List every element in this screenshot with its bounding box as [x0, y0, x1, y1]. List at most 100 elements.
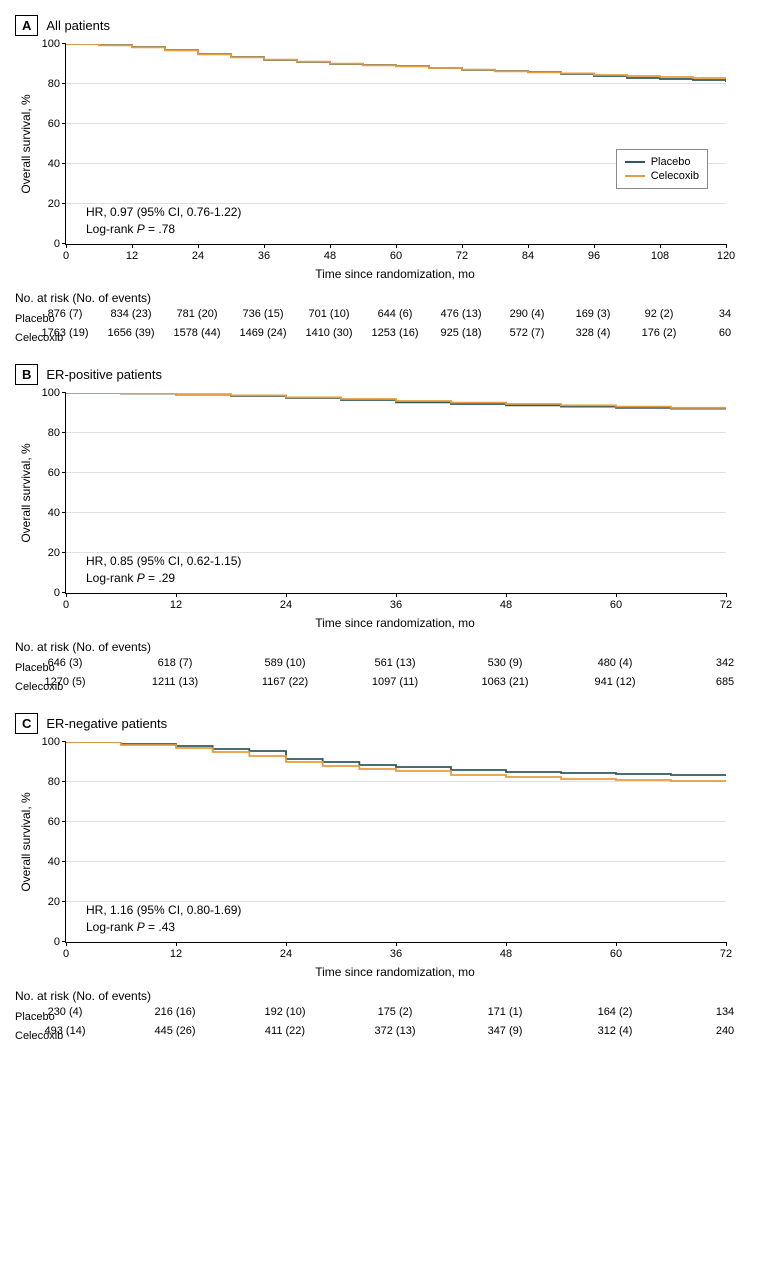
- y-tick-label: 100: [42, 387, 66, 399]
- x-tick-label: 72: [456, 244, 468, 262]
- y-axis-label: Overall survival, %: [19, 443, 33, 542]
- x-tick-label: 48: [324, 244, 336, 262]
- risk-cell: 1578 (44): [173, 327, 220, 339]
- y-tick-label: 60: [48, 816, 66, 828]
- x-tick-label: 120: [717, 244, 735, 262]
- y-tick-label: 40: [48, 856, 66, 868]
- risk-cell: 1469 (24): [239, 327, 286, 339]
- plot-area: Overall survival, %020406080100012243648…: [65, 742, 726, 943]
- risk-cell: 1211 (13): [152, 676, 198, 688]
- risk-cell: 445 (26): [155, 1025, 196, 1037]
- risk-row: Celecoxib1763 (19)1656 (39)1578 (44)1469…: [15, 327, 768, 344]
- x-tick-label: 12: [170, 593, 182, 611]
- risk-cell: 572 (7): [510, 327, 545, 339]
- panel-title: ER-positive patients: [46, 367, 162, 382]
- risk-cell: 1410 (30): [305, 327, 352, 339]
- risk-cell: 646 (3): [48, 657, 83, 669]
- risk-cell: 164 (2): [598, 1006, 633, 1018]
- x-tick-label: 24: [280, 593, 292, 611]
- y-tick-label: 60: [48, 467, 66, 479]
- risk-cell: 240: [716, 1025, 734, 1037]
- legend-item: Celecoxib: [625, 170, 699, 182]
- risk-cell: 1270 (5): [45, 676, 86, 688]
- plot-area: Overall survival, %020406080100012243648…: [65, 393, 726, 594]
- x-tick-label: 48: [500, 593, 512, 611]
- risk-cell: 342: [716, 657, 734, 669]
- risk-cell: 701 (10): [309, 308, 350, 320]
- risk-cell: 216 (16): [155, 1006, 196, 1018]
- risk-row: Celecoxib493 (14)445 (26)411 (22)372 (13…: [15, 1025, 768, 1042]
- risk-cell: 1167 (22): [262, 676, 308, 688]
- x-axis-label: Time since randomization, mo: [65, 616, 725, 630]
- panel-letter: C: [15, 713, 38, 734]
- panel-b: B ER-positive patients Overall survival, %…: [15, 364, 768, 693]
- risk-cell: 171 (1): [488, 1006, 523, 1018]
- logrank-text: Log-rank P = .78: [86, 221, 241, 238]
- risk-cell: 312 (4): [598, 1025, 633, 1037]
- risk-cell: 476 (13): [441, 308, 482, 320]
- risk-cell: 834 (23): [111, 308, 152, 320]
- x-tick-label: 108: [651, 244, 669, 262]
- risk-cell: 169 (3): [576, 308, 611, 320]
- risk-table-title: No. at risk (No. of events): [15, 989, 768, 1003]
- legend-swatch: [625, 161, 645, 163]
- risk-cell: 530 (9): [488, 657, 523, 669]
- panel-header: B ER-positive patients: [15, 364, 768, 385]
- risk-cell: 685: [716, 676, 734, 688]
- risk-cell: 644 (6): [378, 308, 413, 320]
- risk-cell: 736 (15): [243, 308, 284, 320]
- legend-swatch: [625, 175, 645, 177]
- risk-table: No. at risk (No. of events)Placebo230 (4…: [15, 989, 768, 1042]
- stats-text: HR, 0.85 (95% CI, 0.62-1.15)Log-rank P =…: [86, 553, 241, 587]
- panel-letter: B: [15, 364, 38, 385]
- risk-table-title: No. at risk (No. of events): [15, 291, 768, 305]
- y-tick-label: 80: [48, 78, 66, 90]
- y-axis-label: Overall survival, %: [19, 94, 33, 193]
- risk-cell: 1253 (16): [371, 327, 418, 339]
- stats-text: HR, 1.16 (95% CI, 0.80-1.69)Log-rank P =…: [86, 902, 241, 936]
- y-tick-label: 40: [48, 507, 66, 519]
- x-tick-label: 60: [610, 593, 622, 611]
- panel-a: AAll patients Overall survival, %02040608…: [15, 15, 768, 344]
- risk-table-title: No. at risk (No. of events): [15, 640, 768, 654]
- x-tick-label: 96: [588, 244, 600, 262]
- risk-cell: 34: [719, 308, 731, 320]
- risk-cell: 192 (10): [265, 1006, 306, 1018]
- x-axis-label: Time since randomization, mo: [65, 267, 725, 281]
- risk-cell: 290 (4): [510, 308, 545, 320]
- risk-cells: 493 (14)445 (26)411 (22)372 (13)347 (9)3…: [65, 1025, 725, 1039]
- panel-header: CER-negative patients: [15, 713, 768, 734]
- risk-table: No. at risk (No. of events)Placebo876 (7…: [15, 291, 768, 344]
- panel-header: AAll patients: [15, 15, 768, 36]
- risk-cells: 1270 (5)1211 (13)1167 (22)1097 (11)1063 …: [65, 676, 725, 690]
- legend-label: Placebo: [651, 156, 691, 168]
- y-tick-label: 20: [48, 198, 66, 210]
- risk-cell: 1063 (21): [481, 676, 528, 688]
- risk-cell: 175 (2): [378, 1006, 413, 1018]
- risk-cell: 925 (18): [441, 327, 482, 339]
- x-tick-label: 84: [522, 244, 534, 262]
- curve-celecoxib: [66, 44, 726, 79]
- risk-row: Placebo646 (3)618 (7)589 (10)561 (13)530…: [15, 657, 768, 674]
- risk-table: No. at risk (No. of events)Placebo646 (3…: [15, 640, 768, 693]
- risk-cell: 589 (10): [265, 657, 306, 669]
- y-tick-label: 100: [42, 38, 66, 50]
- x-tick-label: 48: [500, 942, 512, 960]
- y-tick-label: 80: [48, 776, 66, 788]
- risk-cell: 372 (13): [375, 1025, 416, 1037]
- risk-cells: 876 (7)834 (23)781 (20)736 (15)701 (10)6…: [65, 308, 725, 322]
- x-tick-label: 36: [390, 942, 402, 960]
- chart-wrap: Overall survival, %020406080100012243648…: [65, 44, 768, 281]
- x-axis-label: Time since randomization, mo: [65, 965, 725, 979]
- x-tick-label: 60: [610, 942, 622, 960]
- x-tick-label: 24: [280, 942, 292, 960]
- y-tick-label: 80: [48, 427, 66, 439]
- y-tick-label: 20: [48, 547, 66, 559]
- x-tick-label: 60: [390, 244, 402, 262]
- hr-text: HR, 1.16 (95% CI, 0.80-1.69): [86, 902, 241, 919]
- risk-cell: 328 (4): [576, 327, 611, 339]
- panel-title: All patients: [46, 18, 110, 33]
- x-tick-label: 24: [192, 244, 204, 262]
- risk-cell: 230 (4): [48, 1006, 83, 1018]
- risk-cell: 618 (7): [158, 657, 193, 669]
